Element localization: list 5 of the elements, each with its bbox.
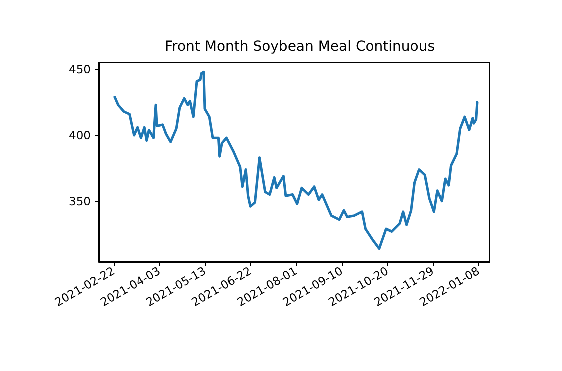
y-tick-label: 450 <box>69 62 91 77</box>
chart-title: Front Month Soybean Meal Continuous <box>164 39 436 55</box>
y-tick-label: 350 <box>69 194 91 208</box>
y-tick-label: 400 <box>69 128 91 142</box>
line-series <box>114 70 479 250</box>
